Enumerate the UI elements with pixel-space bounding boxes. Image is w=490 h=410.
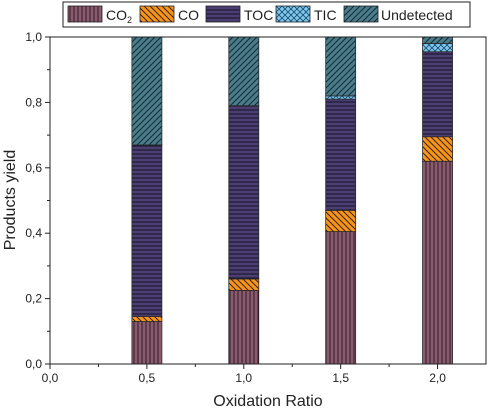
legend-swatch-toc <box>205 5 241 23</box>
bar-undetected-1 <box>228 36 260 107</box>
bar-undetected-3 <box>422 36 453 44</box>
y-tick-label-2: 0,4 <box>25 226 42 240</box>
legend-swatch-undetected <box>343 5 379 23</box>
legend-box <box>62 1 471 28</box>
legend-swatch-co <box>139 5 175 23</box>
legend-label-toc: TOC <box>244 7 273 23</box>
bar-co-3 <box>422 136 453 162</box>
bar-co-0 <box>131 316 163 322</box>
bar-tic-3 <box>422 43 453 53</box>
legend-label-undetected: Undetected <box>381 7 453 23</box>
legend-label-co2-base: CO <box>106 7 127 23</box>
y-tick-label-4: 0,8 <box>25 95 42 109</box>
bar-toc-1 <box>228 105 260 280</box>
x-tick-label-0: 0,0 <box>42 371 59 385</box>
legend-label-tic: TIC <box>314 7 337 23</box>
x-tick-label-2: 1,0 <box>235 371 252 385</box>
y-axis-title: Products yield <box>2 150 19 251</box>
bars-layer <box>131 36 453 365</box>
legend-label-co2: CO2 <box>106 7 132 25</box>
bar-co2-3 <box>422 160 453 365</box>
y-tick-label-1: 0,2 <box>25 292 42 306</box>
bar-co-2 <box>325 209 357 232</box>
bar-co2-1 <box>228 290 260 365</box>
legend-label-co2-sub: 2 <box>127 15 132 25</box>
x-tick-label-3: 1,5 <box>332 371 349 385</box>
plot-frame <box>49 36 487 365</box>
legend-swatch-tic <box>275 5 311 23</box>
bar-undetected-0 <box>131 36 163 146</box>
bar-co2-2 <box>325 231 357 365</box>
legend: CO2 CO TOC TIC Undetected <box>62 1 471 28</box>
bar-co2-0 <box>131 321 163 365</box>
legend-label-co: CO <box>178 7 199 23</box>
bar-toc-3 <box>422 51 453 138</box>
legend-swatch-co2 <box>67 5 103 23</box>
bar-co-1 <box>228 278 260 291</box>
axes-layer: 0,0 0,2 0,4 0,6 0,8 1,0 0,0 0,5 1,0 1,5 2,0 <box>25 30 487 385</box>
x-axis-title: Oxidation Ratio <box>213 393 322 410</box>
bar-undetected-2 <box>325 36 357 97</box>
y-tick-label-3: 0,6 <box>25 161 42 175</box>
y-tick-label-0: 0,0 <box>25 357 42 371</box>
x-tick-label-1: 0,5 <box>139 371 156 385</box>
x-tick-label-4: 2,0 <box>429 371 446 385</box>
bar-tic-2 <box>325 95 357 100</box>
bar-toc-2 <box>325 98 357 211</box>
bar-toc-0 <box>131 144 163 317</box>
y-tick-label-5: 1,0 <box>25 30 42 44</box>
